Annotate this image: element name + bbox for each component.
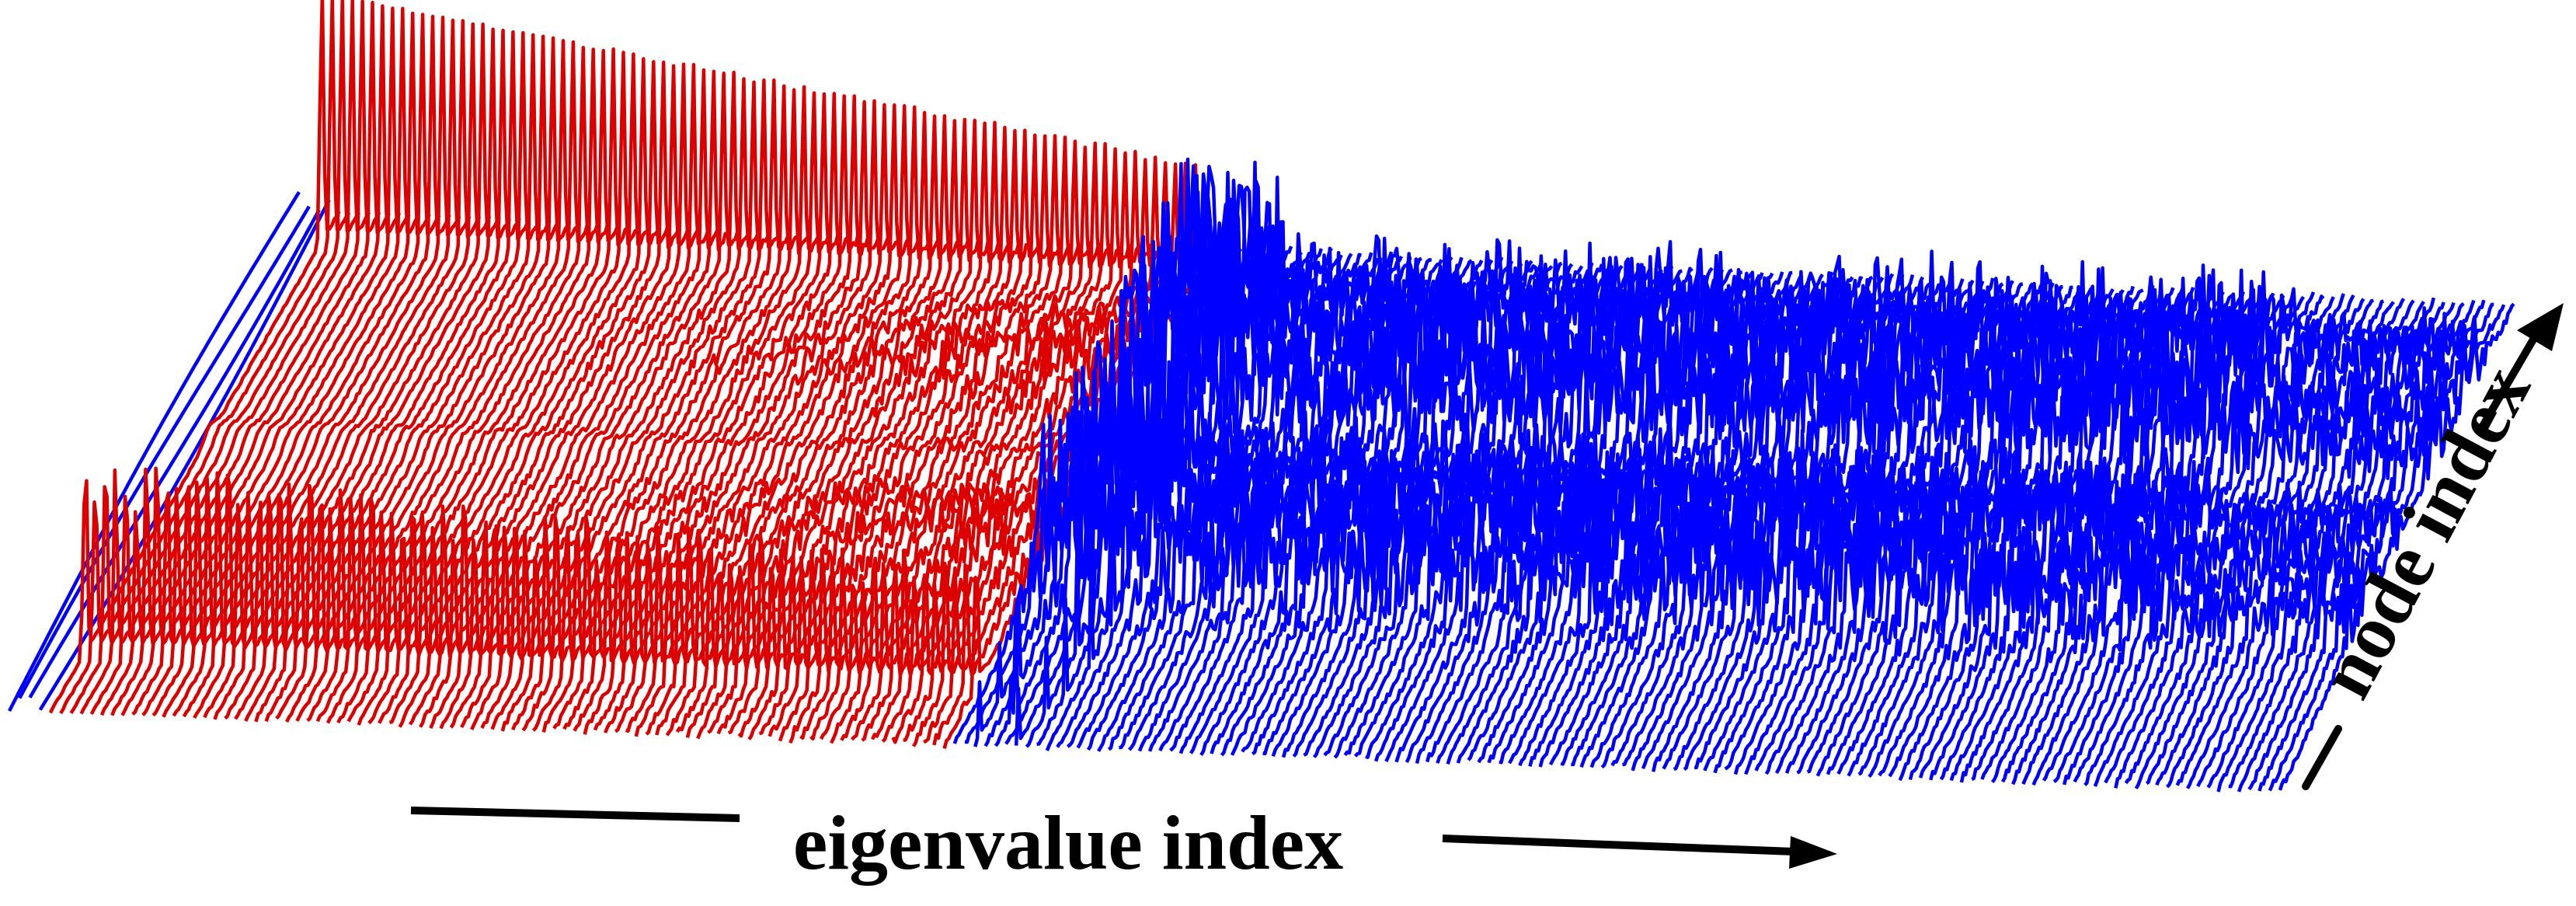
trace-blue-148 [1528, 271, 1784, 767]
trace-blue-194 [2000, 268, 2245, 783]
trace-red-8 [89, 0, 381, 716]
trace-blue-201 [2073, 291, 2316, 783]
trace-blue-169 [1744, 277, 1995, 775]
trace-blue-206 [2124, 298, 2365, 785]
trace-red-75 [778, 133, 1052, 742]
trace-red-29 [306, 40, 591, 723]
x-axis-left-line [410, 807, 740, 822]
trace-red-78 [809, 135, 1081, 740]
trace-blue-182 [1878, 284, 2125, 777]
trace-blue-157 [1622, 254, 1874, 767]
trace-group [8, 0, 2515, 793]
y-axis-arrow-line [2476, 330, 2540, 435]
trace-blue-219 [2257, 302, 2494, 792]
x-axis-label-group: eigenvalue index [410, 800, 1837, 886]
trace-blue-202 [2083, 287, 2325, 786]
trace-blue-101 [1045, 200, 1312, 751]
trace-blue-114 [1178, 252, 1443, 754]
trace-blue-115 [1189, 256, 1453, 754]
trace-blue-130 [1343, 249, 1604, 757]
trace-red-12 [131, 6, 421, 716]
trace-blue-108 [1119, 256, 1383, 750]
x-axis-label: eigenvalue index [793, 800, 1343, 886]
y-axis-arrowhead-icon [2517, 303, 2564, 351]
trace-blue-158 [1631, 267, 1885, 772]
trace-blue-1 [18, 205, 311, 699]
trace-blue-155 [1600, 271, 1854, 769]
x-axis-arrow-line [1442, 835, 1795, 855]
trace-blue-2 [28, 209, 321, 699]
trace-blue-183 [1888, 266, 2135, 778]
trace-blue-129 [1333, 258, 1594, 759]
trace-blue-217 [2237, 299, 2476, 793]
trace-blue-126 [1303, 261, 1563, 757]
trace-red-62 [645, 104, 922, 736]
trace-red-51 [531, 88, 812, 732]
trace-blue-190 [1959, 287, 2205, 783]
y-axis-lower-line [2302, 725, 2342, 790]
trace-blue-221 [2278, 302, 2515, 791]
trace-blue-118 [1220, 242, 1484, 757]
x-axis-arrowhead-icon [1789, 836, 1837, 869]
trace-blue-0 [8, 191, 301, 713]
trace-red-58 [604, 99, 882, 734]
trace-blue-215 [2216, 301, 2456, 793]
trace-blue-209 [2155, 301, 2395, 786]
trace-red-25 [264, 33, 552, 723]
trace-blue-166 [1713, 249, 1965, 774]
trace-blue-142 [1467, 269, 1725, 761]
trace-blue-127 [1312, 260, 1574, 758]
trace-blue-220 [2268, 304, 2506, 792]
trace-blue-103 [1066, 220, 1333, 748]
trace-blue-212 [2186, 301, 2425, 789]
